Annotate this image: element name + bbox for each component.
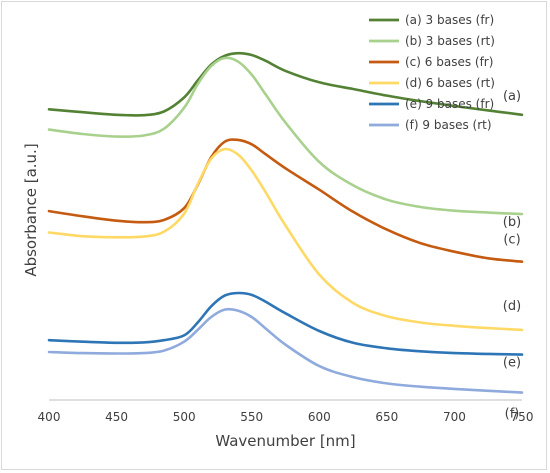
x-tick-label: 750 (511, 410, 534, 424)
x-axis-title: Wavenumber [nm] (215, 432, 355, 450)
curves-group (47, 51, 524, 394)
y-axis-title: Absorbance [a.u.] (22, 143, 40, 276)
curve-end-label: (f) (505, 407, 520, 422)
legend-label: (f) 9 bases (rt) (405, 118, 492, 132)
series-line (47, 138, 524, 263)
x-tick-labels: 400 450 500 550 600 650 700 750 (38, 410, 534, 424)
x-tick-label: 500 (173, 410, 196, 424)
x-tick-label: 600 (308, 410, 331, 424)
x-tick-label: 400 (38, 410, 61, 424)
series-line (47, 51, 524, 117)
legend-label: (a) 3 bases (fr) (405, 13, 494, 27)
series-line (47, 56, 524, 216)
curve-labels: (a) (b) (c) (d) (e) (f) (503, 89, 521, 422)
curve-end-label: (c) (503, 233, 520, 248)
curve-end-label: (e) (503, 356, 521, 371)
legend-label: (e) 9 bases (fr) (405, 97, 494, 111)
curve-end-label: (a) (503, 89, 521, 104)
legend-label: (c) 6 bases (fr) (405, 55, 493, 69)
curve-end-label: (b) (503, 215, 521, 230)
series-line (47, 307, 524, 394)
legend: (a) 3 bases (fr) (b) 3 bases (rt) (c) 6 ba… (369, 13, 495, 132)
curve-end-label: (d) (503, 299, 521, 314)
legend-label: (d) 6 bases (rt) (405, 76, 495, 90)
x-tick-label: 700 (443, 410, 466, 424)
series-line (47, 291, 524, 356)
series-line (47, 147, 524, 332)
x-tick-label: 450 (105, 410, 128, 424)
x-tick-label: 650 (375, 410, 398, 424)
legend-label: (b) 3 bases (rt) (405, 34, 495, 48)
x-tick-label: 550 (240, 410, 263, 424)
